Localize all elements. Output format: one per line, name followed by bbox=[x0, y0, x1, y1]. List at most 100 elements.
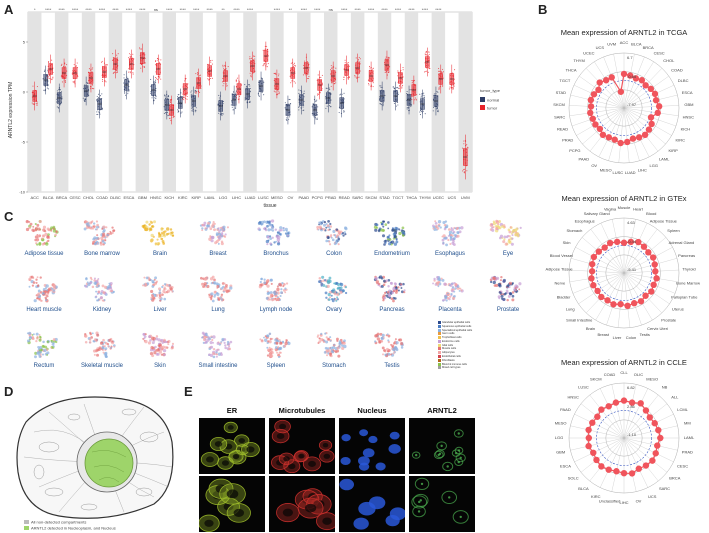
sample-point bbox=[116, 56, 118, 58]
radar-reference-ring bbox=[596, 80, 652, 136]
sample-point bbox=[266, 66, 268, 68]
sample-point bbox=[303, 100, 305, 102]
cell-legend-label: Fibroblasts bbox=[442, 359, 455, 362]
sample-point bbox=[412, 95, 414, 98]
sample-point bbox=[248, 83, 250, 86]
sample-point bbox=[195, 90, 197, 92]
sample-point bbox=[372, 86, 374, 88]
boxplot-ylabel: ARNTL2 expression TPM bbox=[8, 82, 14, 139]
radar-point bbox=[620, 470, 628, 477]
category-band bbox=[81, 12, 96, 192]
radar-axis-label: LCML bbox=[677, 407, 688, 412]
sample-point bbox=[406, 107, 408, 109]
sample-point bbox=[223, 65, 226, 67]
sample-point bbox=[47, 77, 49, 79]
sample-point bbox=[429, 68, 431, 70]
sample-point bbox=[61, 81, 63, 83]
umap-thumbnail bbox=[432, 275, 464, 302]
sample-point bbox=[308, 67, 310, 69]
umap-thumbnail bbox=[25, 219, 59, 246]
radar-point bbox=[593, 456, 600, 464]
nucleus-highlight bbox=[84, 438, 134, 488]
sample-point bbox=[384, 71, 386, 74]
sample-point bbox=[420, 95, 422, 97]
sample-point bbox=[369, 67, 371, 69]
sample-point bbox=[398, 84, 401, 86]
umap-thumbnail bbox=[141, 220, 175, 246]
radar-point bbox=[652, 97, 660, 104]
sample-point bbox=[105, 81, 107, 83]
radar-axis-label: LIHC bbox=[619, 500, 628, 505]
sample-point bbox=[143, 66, 146, 69]
sample-point bbox=[401, 86, 403, 88]
cell-type-legend: Glandular epithelial cells Squamous epith… bbox=[438, 321, 494, 370]
sample-point bbox=[239, 81, 241, 83]
umap-thumbnail bbox=[200, 331, 233, 359]
radar-axis-label: CLL bbox=[620, 370, 628, 375]
radar-axis-label: DLBC bbox=[678, 78, 689, 83]
sample-point bbox=[249, 101, 251, 103]
sample-point bbox=[437, 91, 439, 93]
sample-point bbox=[372, 67, 374, 69]
sample-point bbox=[335, 67, 337, 69]
sample-point bbox=[368, 84, 370, 86]
radar-point bbox=[613, 238, 621, 246]
category-band bbox=[404, 12, 419, 192]
sample-point bbox=[199, 91, 201, 93]
significance-label: **** bbox=[314, 7, 321, 12]
sample-point bbox=[325, 87, 327, 89]
sample-point bbox=[168, 114, 170, 116]
sample-point bbox=[406, 108, 408, 110]
radar-axis-label: Prostate bbox=[661, 317, 677, 322]
sample-point bbox=[320, 76, 322, 79]
sample-point bbox=[338, 111, 340, 114]
sample-point bbox=[211, 63, 213, 65]
sample-point bbox=[463, 143, 465, 145]
y-tick-label: 5 bbox=[23, 40, 26, 45]
cell-legend-label: Endothelial cells bbox=[442, 355, 461, 359]
sample-point bbox=[101, 80, 104, 82]
sample-point bbox=[181, 96, 183, 98]
umap-thumbnail bbox=[373, 275, 406, 303]
sample-point bbox=[207, 78, 209, 80]
radar-axis-label: SKCM bbox=[590, 377, 602, 382]
sample-point bbox=[195, 92, 197, 95]
sample-point bbox=[154, 82, 156, 84]
sample-point bbox=[307, 77, 309, 80]
radar-point bbox=[596, 79, 603, 86]
radar-axis-label: LUSC bbox=[612, 170, 623, 175]
sample-point bbox=[186, 95, 188, 98]
sample-point bbox=[180, 112, 182, 114]
cell-legend-label: Trophoblast cells bbox=[442, 336, 462, 340]
x-tick-label: LUAD bbox=[245, 195, 256, 200]
significance-label: **** bbox=[72, 7, 79, 12]
radar-axis-label: Brain bbox=[586, 326, 595, 331]
radar-axis-label: MM bbox=[684, 421, 691, 426]
sample-point bbox=[321, 74, 323, 76]
sample-point bbox=[427, 55, 429, 57]
radar-charts: Mean expression of ARNTL2 in TCGA Mean e… bbox=[546, 28, 701, 505]
radar-point bbox=[606, 239, 614, 247]
radar-axis-label: LAML bbox=[659, 156, 670, 161]
sample-point bbox=[466, 143, 468, 145]
sample-point bbox=[397, 87, 399, 89]
sample-point bbox=[419, 114, 422, 116]
sample-point bbox=[308, 75, 310, 78]
sample-point bbox=[77, 75, 79, 77]
radar-axis-label: PAAD bbox=[560, 407, 571, 412]
sample-point bbox=[286, 119, 288, 121]
if-image-tile bbox=[339, 418, 405, 474]
sample-point bbox=[441, 68, 444, 70]
radar-point bbox=[635, 238, 642, 246]
radar-point bbox=[655, 426, 662, 434]
radar-point bbox=[585, 434, 592, 442]
sample-point bbox=[339, 94, 341, 96]
radar-point bbox=[589, 115, 597, 122]
sample-point bbox=[290, 62, 292, 64]
x-tick-label: SARC bbox=[352, 195, 363, 200]
sample-point bbox=[290, 103, 292, 105]
sample-point bbox=[197, 71, 199, 74]
radar-point bbox=[602, 77, 610, 84]
sample-point bbox=[235, 107, 237, 109]
sample-point bbox=[427, 71, 429, 73]
